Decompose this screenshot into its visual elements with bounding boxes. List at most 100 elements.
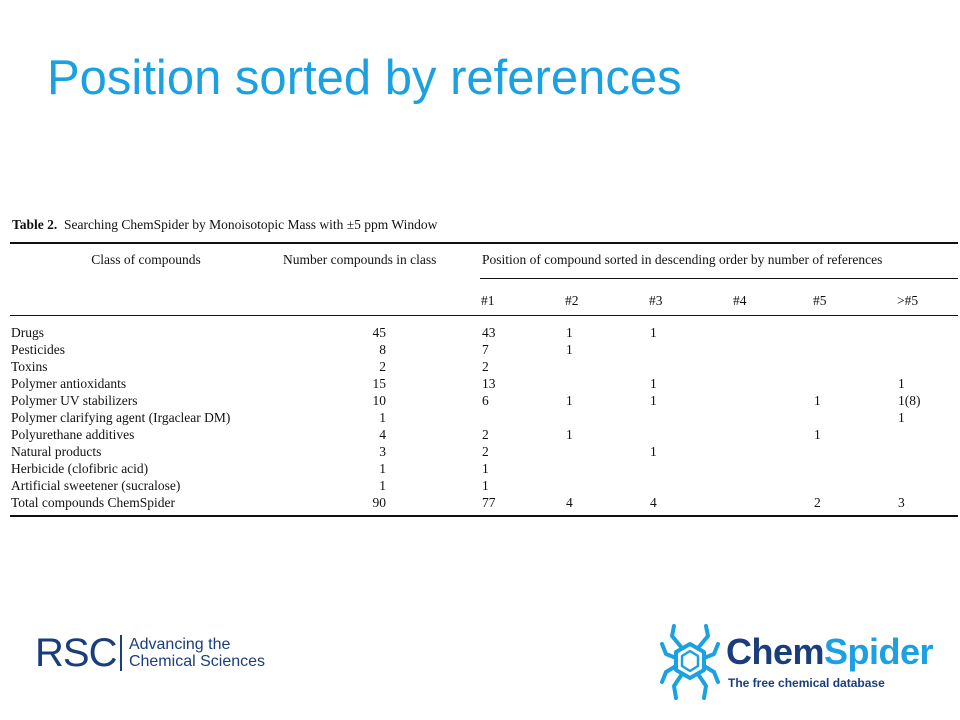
header-pos-gt5: >#5 (896, 278, 958, 316)
rsc-tagline: Advancing the Chemical Sciences (129, 636, 265, 670)
cell-position: 13 (482, 376, 496, 391)
cell-position: 3 (896, 495, 958, 517)
cell-position (732, 376, 812, 393)
table-row: Polyurethane additives 4 2 1 1 (10, 427, 958, 444)
cell-position: 1 (482, 461, 489, 476)
cell-number: 10 (372, 393, 387, 408)
cell-position (732, 444, 812, 461)
table-caption-label: Table 2. (12, 217, 58, 232)
cell-position (812, 342, 896, 359)
cell-position: 43 (482, 325, 496, 340)
cell-class: Polymer antioxidants (11, 376, 127, 391)
cell-class: Natural products (11, 444, 102, 459)
table-row: Polymer clarifying agent (Irgaclear DM) 1… (10, 410, 958, 427)
table-row: Natural products 3 2 1 (10, 444, 958, 461)
cell-class: Drugs (11, 325, 44, 340)
header-class: Class of compounds (10, 242, 282, 279)
spider-molecule-icon (660, 624, 720, 700)
header-blank (282, 278, 480, 316)
cell-number: 1 (379, 410, 386, 425)
cell-position: 1 (650, 393, 657, 408)
cell-position: 1 (650, 376, 657, 391)
cell-class: Polymer UV stabilizers (11, 393, 138, 408)
cell-position (896, 461, 958, 478)
chemspider-logo: ChemSpider The free chemical database (660, 622, 934, 702)
cell-position (896, 359, 958, 376)
cell-position (564, 376, 648, 393)
rsc-tagline-line1: Advancing the (128, 636, 231, 653)
cell-class: Toxins (11, 359, 48, 374)
cell-class: Artificial sweetener (sucralose) (11, 478, 181, 493)
cell-position: 77 (480, 495, 564, 517)
results-table-figure: Table 2. Searching ChemSpider by Monoiso… (10, 217, 958, 517)
cell-position: 1 (566, 325, 573, 340)
cell-class: Pesticides (11, 342, 65, 357)
cell-position (564, 410, 648, 427)
header-pos-5: #5 (812, 278, 896, 316)
cell-position (732, 495, 812, 517)
cell-position: 1 (482, 478, 489, 493)
cell-position (896, 427, 958, 444)
cell-position (812, 316, 896, 343)
cell-position (648, 478, 732, 495)
cell-position: 1 (898, 410, 905, 425)
cell-class: Polyurethane additives (11, 427, 135, 442)
cell-position: 1 (814, 427, 821, 442)
cell-position (732, 393, 812, 410)
cell-position (564, 478, 648, 495)
header-blank (10, 278, 282, 316)
cell-position (732, 427, 812, 444)
cell-position: 7 (482, 342, 489, 357)
results-table: Class of compounds Number compounds in c… (10, 242, 958, 517)
cell-position (648, 427, 732, 444)
cell-position (896, 444, 958, 461)
cell-class: Herbicide (clofibric acid) (11, 461, 149, 476)
cell-position (812, 359, 896, 376)
cell-position (564, 359, 648, 376)
cell-position: 2 (812, 495, 896, 517)
header-number: Number compounds in class (282, 242, 480, 279)
rsc-logo: RSC Advancing the Chemical Sciences (35, 633, 265, 673)
cell-position (812, 461, 896, 478)
cell-position: 1 (566, 427, 573, 442)
cell-position (648, 410, 732, 427)
cell-position (896, 316, 958, 343)
chemspider-text: ChemSpider The free chemical database (726, 631, 934, 691)
cell-position (648, 359, 732, 376)
cell-position (812, 478, 896, 495)
cell-position: 1 (650, 325, 657, 340)
cell-position (812, 444, 896, 461)
chemspider-wordmark-part2: Spider (824, 631, 934, 672)
cell-number: 90 (282, 495, 480, 517)
cell-class: Polymer clarifying agent (Irgaclear DM) (11, 410, 231, 425)
cell-position (732, 342, 812, 359)
cell-number: 8 (379, 342, 386, 357)
cell-number: 1 (379, 461, 386, 476)
cell-position (564, 444, 648, 461)
table-row: Drugs 45 43 1 1 (10, 316, 958, 343)
cell-position: 6 (482, 393, 489, 408)
cell-number: 1 (379, 478, 386, 493)
cell-number: 2 (379, 359, 386, 374)
header-pos-2: #2 (564, 278, 648, 316)
table-row: Toxins 2 2 (10, 359, 958, 376)
table-row: Polymer UV stabilizers 10 6 1 1 1 1(8) (10, 393, 958, 410)
header-position: Position of compound sorted in descendin… (480, 242, 958, 279)
cell-position: 1 (898, 376, 905, 391)
table-row: Polymer antioxidants 15 13 1 1 (10, 376, 958, 393)
cell-position (896, 342, 958, 359)
cell-position (812, 376, 896, 393)
table-row: Herbicide (clofibric acid) 1 1 (10, 461, 958, 478)
cell-position (732, 461, 812, 478)
cell-position (732, 359, 812, 376)
table-caption-text: Searching ChemSpider by Monoisotopic Mas… (64, 217, 438, 232)
header-pos-1: #1 (480, 278, 564, 316)
cell-class: Total compounds ChemSpider (10, 495, 282, 517)
rsc-tagline-line2: Chemical Sciences (128, 653, 266, 670)
cell-number: 45 (372, 325, 387, 340)
table-row: Artificial sweetener (sucralose) 1 1 (10, 478, 958, 495)
table-row: Pesticides 8 7 1 (10, 342, 958, 359)
cell-position (648, 342, 732, 359)
rsc-wordmark: RSC (35, 631, 117, 675)
chemspider-tagline: The free chemical database (728, 676, 885, 690)
